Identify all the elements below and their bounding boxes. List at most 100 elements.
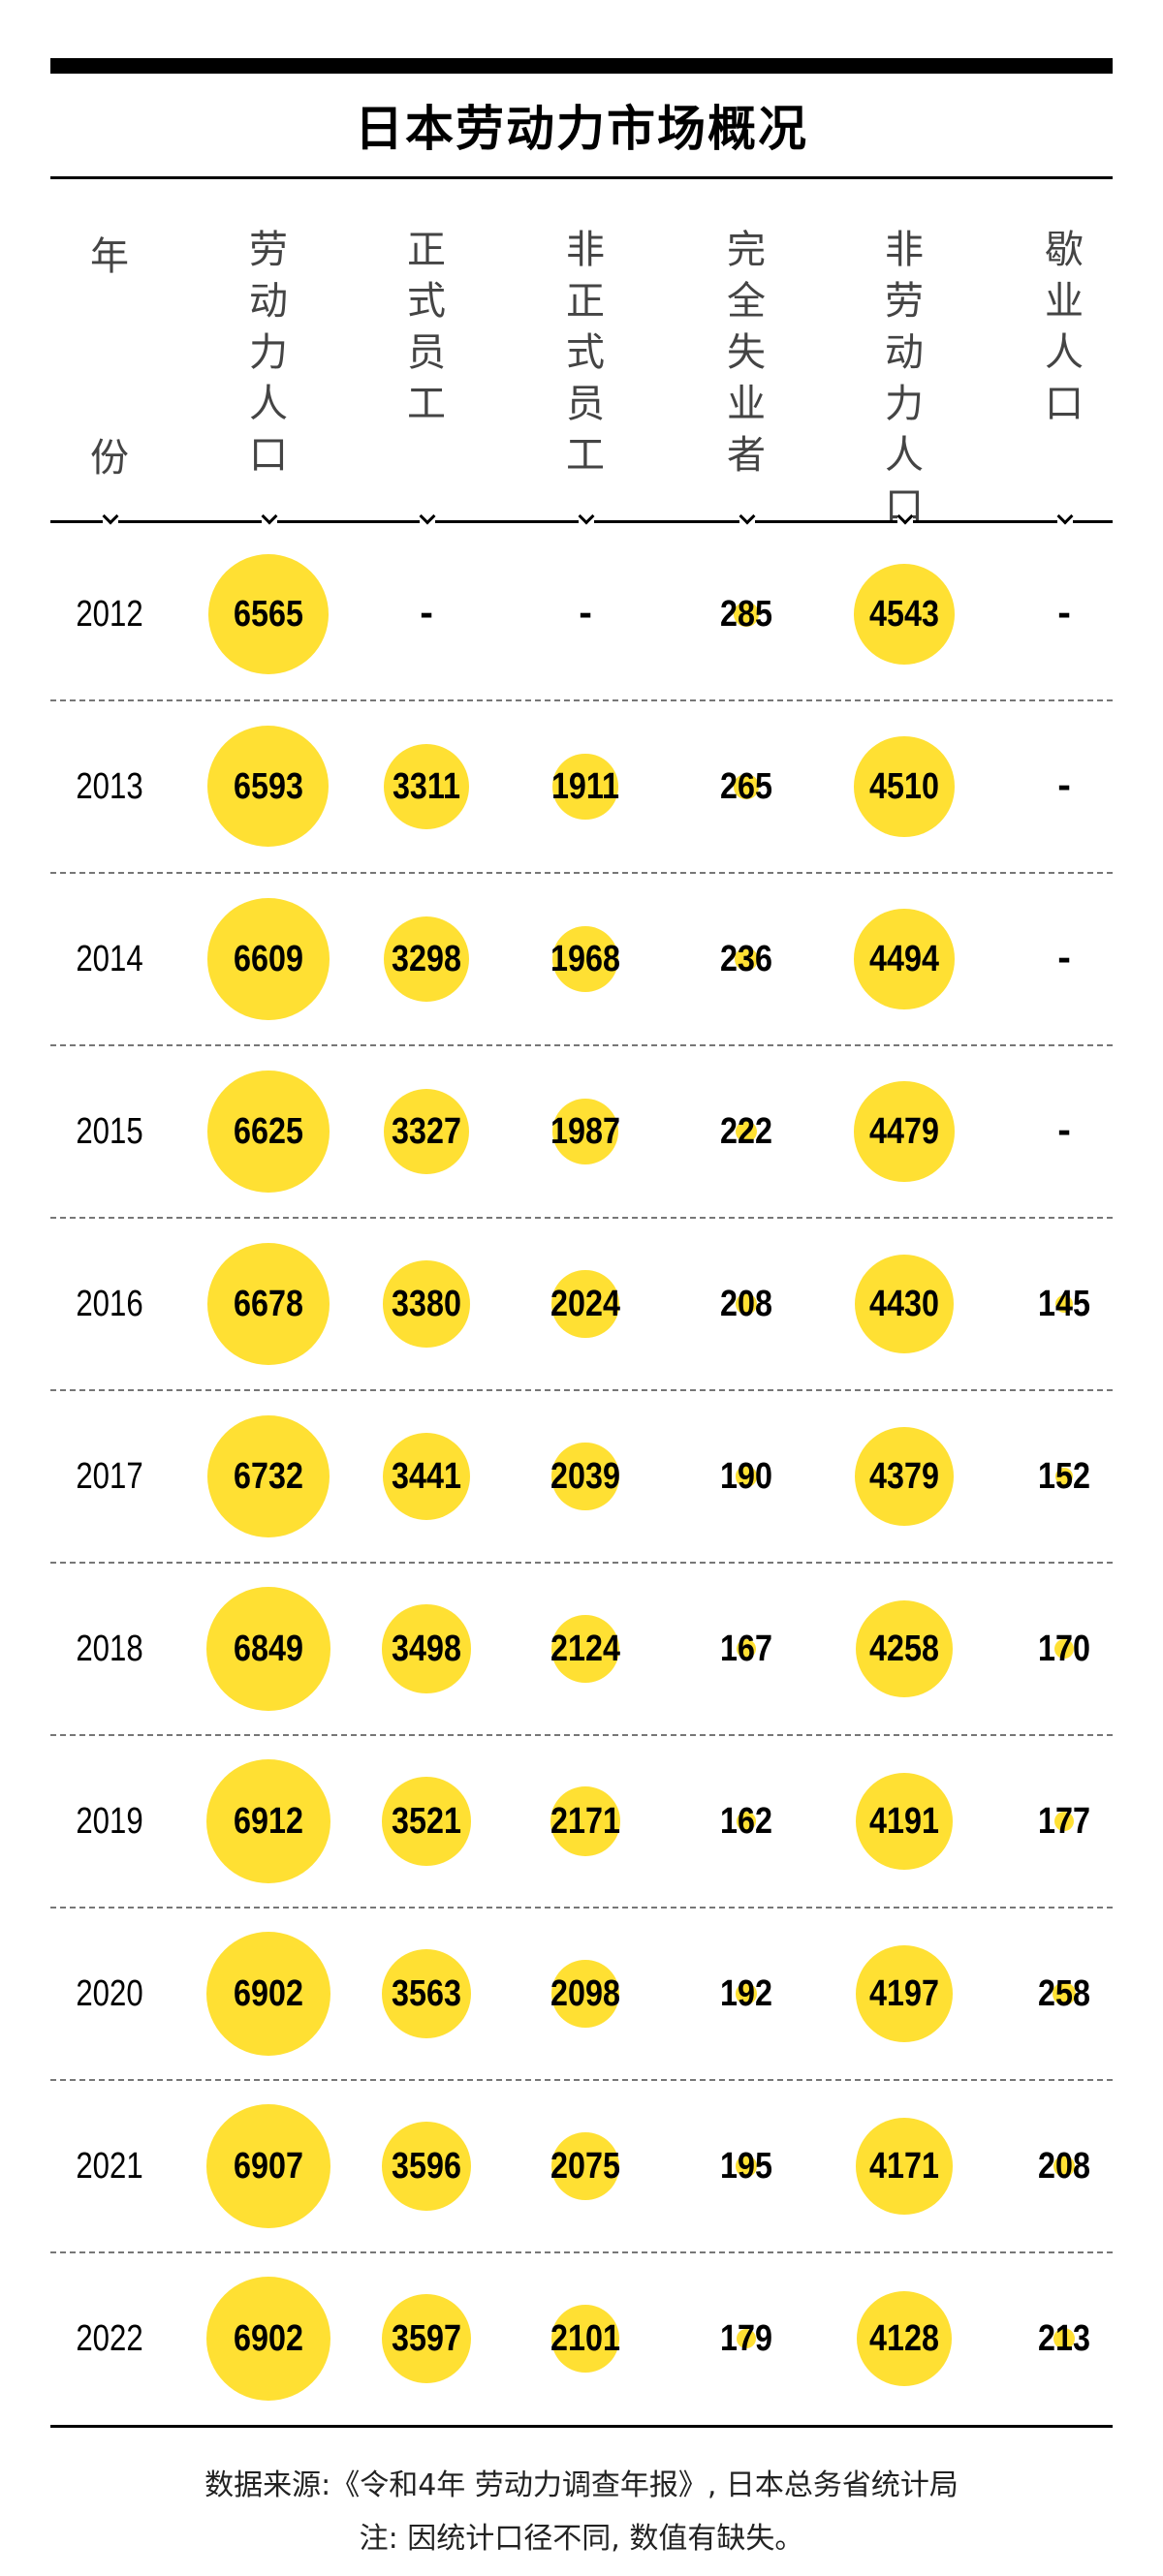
missing-value: - <box>1056 595 1072 634</box>
value-bubble <box>735 1120 758 1143</box>
data-label: 167 <box>720 1629 772 1669</box>
value-bubble <box>551 1098 619 1165</box>
value-bubble <box>856 2118 953 2215</box>
data-label: 3521 <box>392 1801 461 1842</box>
value-bubble <box>550 1614 620 1684</box>
table-row: 2013 6593 3311 1911 265 4510 - <box>50 700 1113 873</box>
chevron-down-icon <box>579 511 594 526</box>
row-separator <box>50 1734 1113 1736</box>
data-label: 285 <box>720 594 772 635</box>
header-label: 劳动力人口 <box>249 228 288 478</box>
value-bubble <box>383 743 470 830</box>
value-bubble <box>735 947 758 971</box>
value-bubble <box>736 1983 757 2004</box>
value-bubble <box>551 1443 619 1510</box>
table-row: 2018 6849 3498 2124 167 4258 170 <box>50 1563 1113 1735</box>
data-label: 2101 <box>550 2318 620 2359</box>
value-bubble <box>551 925 619 993</box>
chevron-down-icon <box>103 511 118 526</box>
table-row: 2016 6678 3380 2024 208 4430 145 <box>50 1218 1113 1390</box>
value-bubble <box>207 1243 330 1365</box>
value-bubble <box>550 1786 620 1856</box>
data-label: 1911 <box>550 766 620 807</box>
value-bubble <box>737 1639 756 1659</box>
missing-value: - <box>578 595 593 634</box>
year-label: 2018 <box>76 1629 143 1669</box>
value-bubble <box>550 2304 620 2374</box>
value-bubble <box>382 1432 471 1521</box>
year-label: 2016 <box>76 1284 143 1324</box>
data-label: 3596 <box>392 2146 461 2187</box>
header-label: 非正式员工 <box>566 228 605 478</box>
data-label: 1968 <box>550 939 620 979</box>
value-bubble <box>735 1292 758 1316</box>
value-bubble <box>856 2290 953 2387</box>
data-label: 6593 <box>234 766 303 807</box>
table-row: 2019 6912 3521 2171 162 4191 177 <box>50 1735 1113 1908</box>
value-bubble <box>206 1932 330 2056</box>
row-separator <box>50 1562 1113 1564</box>
year-label: 2015 <box>76 1111 143 1152</box>
data-label: 2075 <box>550 2146 620 2187</box>
header-regular: 正式员工 <box>368 225 485 430</box>
data-label: 6565 <box>234 594 303 635</box>
data-label: 208 <box>1038 2146 1090 2187</box>
value-bubble <box>382 1949 471 2038</box>
value-bubble <box>382 1777 471 1866</box>
data-label: 6732 <box>234 1456 303 1497</box>
value-bubble <box>856 1945 953 2042</box>
data-label: 4258 <box>869 1629 939 1669</box>
value-bubble <box>383 916 470 1003</box>
data-label: 208 <box>720 1284 772 1324</box>
missing-value: - <box>1056 940 1072 978</box>
source-note: 数据来源:《令和4年 劳动力调查年报》, 日本总务省统计局 <box>204 2468 959 2502</box>
data-label: 162 <box>720 1801 772 1842</box>
data-label: 4479 <box>869 1111 939 1152</box>
header-year-char: 份 <box>90 436 129 481</box>
value-bubble <box>1052 1981 1077 2006</box>
header-label: 正式员工 <box>407 228 446 426</box>
data-label: 4191 <box>869 1801 939 1842</box>
value-bubble <box>734 602 759 627</box>
year-label: 2012 <box>76 594 143 635</box>
title-rule <box>50 176 1113 179</box>
header-non_regular: 非正式员工 <box>527 225 644 481</box>
data-label: 4379 <box>869 1456 939 1497</box>
data-label: 3498 <box>392 1629 461 1669</box>
value-bubble <box>550 1959 620 2029</box>
data-label: 6609 <box>234 939 303 979</box>
data-label: 3380 <box>392 1284 461 1324</box>
table-row: 2012 6565 - - 285 4543 - <box>50 528 1113 700</box>
year-label: 2017 <box>76 1456 143 1497</box>
value-bubble <box>1053 2327 1076 2350</box>
data-label: 4197 <box>869 1973 939 2014</box>
value-bubble <box>855 1427 954 1526</box>
value-bubble <box>552 754 618 820</box>
value-bubble <box>734 774 759 799</box>
value-bubble <box>381 2293 472 2384</box>
value-bubble <box>1054 1467 1074 1486</box>
value-bubble <box>854 1254 955 1354</box>
data-label: 3298 <box>392 939 461 979</box>
data-label: 4543 <box>869 594 939 635</box>
data-label: 265 <box>720 766 772 807</box>
header-labor_force: 劳动力人口 <box>210 225 327 481</box>
row-separator <box>50 872 1113 874</box>
data-label: 6678 <box>234 1284 303 1324</box>
value-bubble <box>854 736 955 837</box>
year-label: 2020 <box>76 1973 143 2014</box>
data-label: 2124 <box>550 1629 620 1669</box>
value-bubble <box>550 2131 620 2201</box>
missing-value: - <box>1056 1112 1072 1151</box>
value-bubble <box>736 2328 757 2349</box>
data-label: 179 <box>720 2318 772 2359</box>
data-label: 4171 <box>869 2146 939 2187</box>
data-label: 6849 <box>234 1629 303 1669</box>
value-bubble <box>551 1270 619 1338</box>
value-bubble <box>206 2104 330 2228</box>
value-bubble <box>737 1812 756 1831</box>
value-bubble <box>856 1773 953 1870</box>
table-row: 2021 6907 3596 2075 195 4171 208 <box>50 2080 1113 2252</box>
data-label: 4430 <box>869 1284 939 1324</box>
top-bar <box>50 58 1113 74</box>
